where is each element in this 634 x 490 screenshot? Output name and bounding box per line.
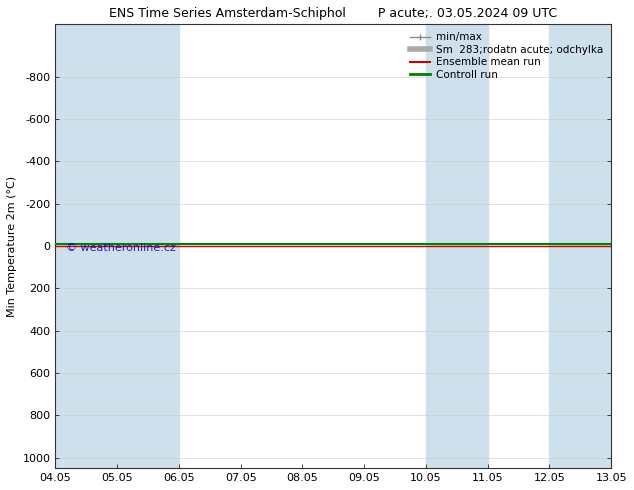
Bar (55, 24, 117, 468)
Legend: min/max, Sm  283;rodatn acute; odchylka, Ensemble mean run, Controll run: min/max, Sm 283;rodatn acute; odchylka, … (406, 29, 606, 83)
Title: ENS Time Series Amsterdam-Schiphol        P acute;. 03.05.2024 09 UTC: ENS Time Series Amsterdam-Schiphol P acu… (109, 7, 557, 20)
Text: © weatheronline.cz: © weatheronline.cz (67, 243, 176, 253)
Y-axis label: Min Temperature 2m (°C): Min Temperature 2m (°C) (7, 175, 17, 317)
Bar (550, 24, 611, 468)
Bar (426, 24, 488, 468)
Bar (117, 24, 179, 468)
